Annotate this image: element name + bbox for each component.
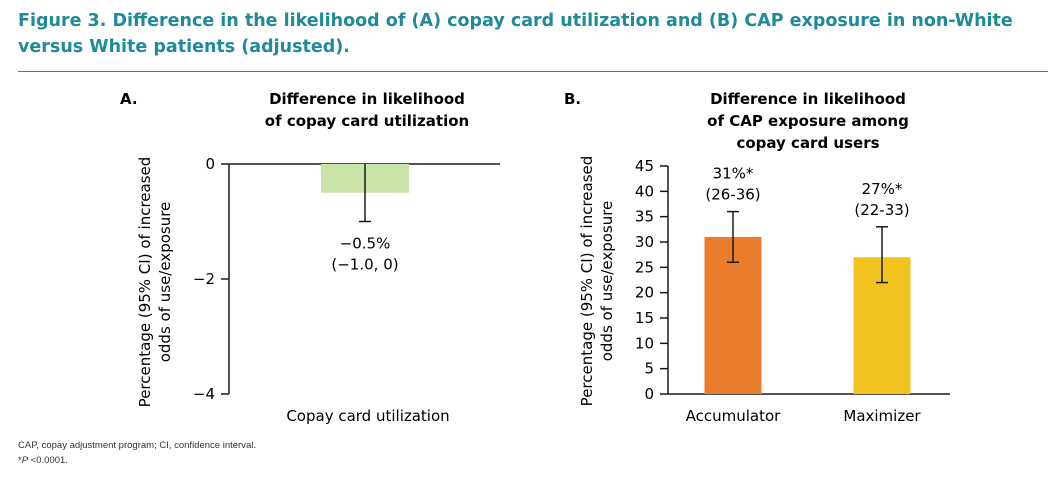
- footnote-significance: *P <0.0001.: [18, 455, 68, 466]
- data-label: −0.5%: [340, 235, 391, 253]
- bar-accumulator: [704, 236, 762, 394]
- x-category-label: Maximizer: [843, 407, 921, 425]
- x-axis-label: Copay card utilization: [286, 407, 449, 425]
- chart-title-line: Difference in likelihood: [269, 90, 465, 108]
- chart-title-line: copay card users: [736, 134, 879, 152]
- x-category-label: Accumulator: [686, 407, 782, 425]
- panel-label: A.: [120, 90, 138, 108]
- y-axis-label-line: odds of use/exposure: [598, 201, 616, 362]
- y-axis-label-line: odds of use/exposure: [156, 202, 174, 363]
- y-tick-label: 5: [644, 360, 654, 378]
- footnote-abbreviations: CAP, copay adjustment program; CI, confi…: [18, 440, 256, 451]
- figure-title: Figure 3. Difference in the likelihood o…: [18, 11, 1013, 57]
- title-divider: [18, 71, 1048, 72]
- y-tick-label: 30: [635, 233, 654, 251]
- chart-title-line: of copay card utilization: [265, 112, 469, 130]
- y-tick-label: 35: [635, 208, 654, 226]
- y-tick-label: 15: [635, 309, 654, 327]
- y-tick-label: 0: [205, 155, 215, 173]
- data-label: (22-33): [854, 201, 909, 219]
- chart-title-line: Difference in likelihood: [710, 90, 906, 108]
- footnote-p-value: <0.0001.: [28, 455, 68, 466]
- data-label: 31%*: [713, 165, 754, 183]
- y-tick-label: 45: [635, 157, 654, 175]
- data-label: (−1.0, 0): [331, 256, 398, 274]
- footnote-p: P: [21, 455, 29, 466]
- y-tick-label: 10: [635, 334, 654, 352]
- data-label: 27%*: [862, 180, 903, 198]
- chart-title-line: of CAP exposure among: [707, 112, 909, 130]
- y-tick-label: 20: [635, 284, 654, 302]
- y-tick-label: 0: [644, 385, 654, 403]
- y-tick-label: 25: [635, 258, 654, 276]
- y-tick-label: 40: [635, 182, 654, 200]
- data-label: (26-36): [705, 186, 760, 204]
- y-tick-label: −4: [193, 385, 215, 403]
- y-axis-label-line: Percentage (95% CI) of increased: [578, 156, 596, 407]
- y-axis-label-line: Percentage (95% CI) of increased: [136, 157, 154, 408]
- panel-label: B.: [564, 90, 581, 108]
- footnote-asterisk: *: [18, 455, 22, 466]
- y-tick-label: −2: [193, 270, 215, 288]
